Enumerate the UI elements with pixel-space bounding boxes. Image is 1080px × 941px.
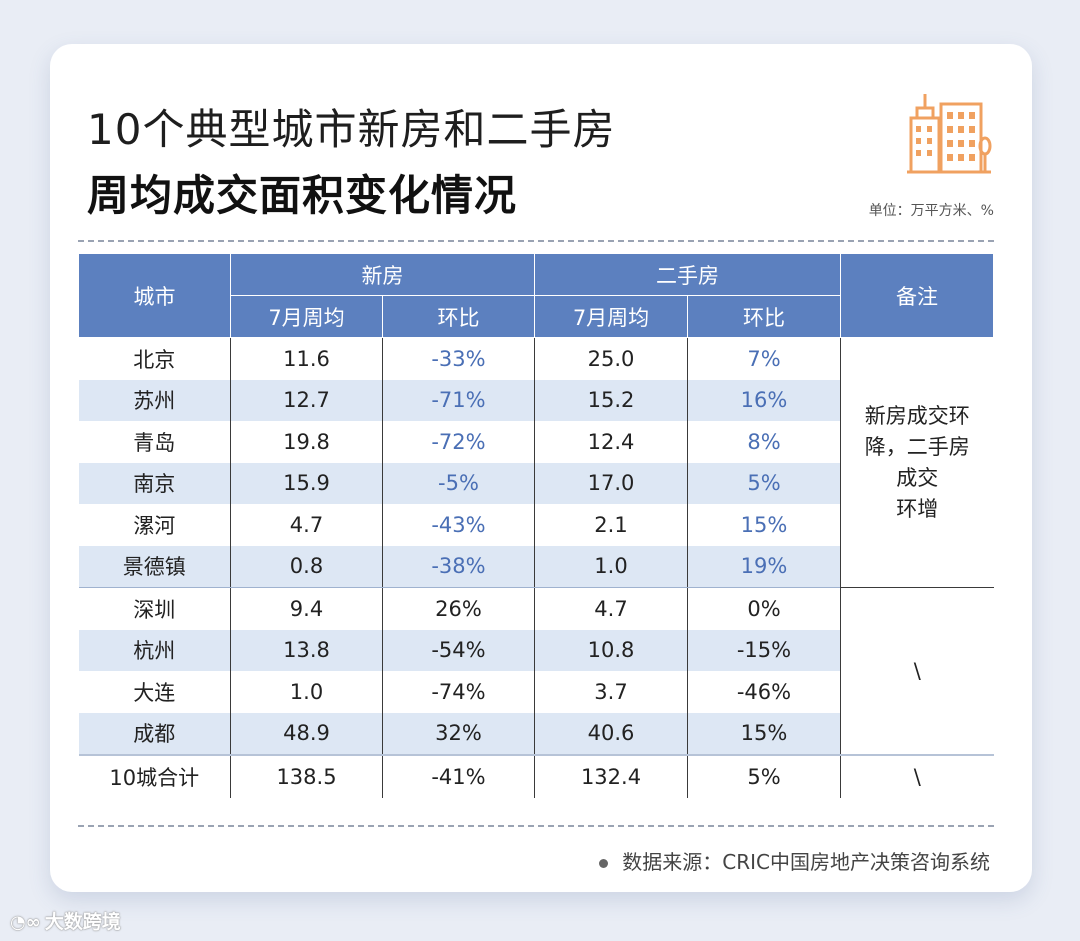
second-avg-cell: 3.7 — [534, 671, 688, 713]
header-second-weekly-avg: 7月周均 — [534, 295, 688, 338]
note-cell-total: \ — [840, 754, 994, 798]
table-row: 杭州 13.8 -54% 10.8 -15% — [78, 629, 994, 671]
new-avg-cell: 11.6 — [230, 337, 383, 380]
new-mom-cell: -38% — [382, 545, 535, 588]
brand-mark-icon: ◔∞ — [10, 912, 41, 933]
second-mom-cell: -46% — [687, 671, 841, 713]
note-cell-decline: 新房成交环 降，二手房 成交 环增 — [840, 337, 994, 588]
header-new-mom: 环比 — [382, 295, 535, 338]
second-mom-cell: 7% — [687, 337, 841, 380]
brand-logo: ◔∞ 大数跨境 — [10, 907, 121, 934]
title-line-1: 10个典型城市新房和二手房 — [87, 105, 616, 154]
header-second-hand: 二手房 — [534, 253, 841, 296]
unit-label: 单位：万平方米、% — [868, 203, 994, 219]
city-cell: 漯河 — [133, 513, 176, 538]
second-mom-cell: 5% — [687, 462, 841, 504]
second-avg-cell: 40.6 — [534, 712, 688, 755]
new-mom-cell: -33% — [382, 337, 535, 380]
note-line: 环增 — [896, 496, 939, 521]
second-avg-cell: 4.7 — [534, 587, 688, 630]
city-cell: 10城合计 — [78, 754, 231, 798]
new-mom-cell: -71% — [382, 379, 535, 421]
new-mom-cell: -54% — [382, 629, 535, 671]
second-mom-cell: 15% — [687, 504, 841, 546]
second-avg-cell: 25.0 — [534, 337, 688, 380]
table-row: 漯河 4.7 -43% 2.1 15% — [79, 504, 994, 546]
header-note: 备注 — [840, 253, 994, 338]
second-mom-cell: 19% — [687, 545, 841, 588]
city-cell: 深圳 — [133, 597, 176, 622]
note-cell-other: \ — [840, 587, 994, 755]
table-row: 南京 15.9 -5% 17.0 5% — [78, 462, 994, 504]
new-mom-cell: -72% — [382, 421, 535, 463]
new-mom-cell: -43% — [382, 504, 535, 546]
table-row: 北京 11.6 -33% 25.0 7% 新房成交环 降，二手房 成交 环增 — [79, 337, 994, 588]
second-mom-cell: 0% — [687, 587, 841, 630]
new-avg-cell: 4.7 — [230, 504, 383, 546]
second-avg-cell: 2.1 — [534, 504, 688, 546]
city-cell: 青岛 — [133, 430, 176, 455]
city-cell: 景德镇 — [78, 545, 231, 588]
divider-top — [78, 240, 994, 242]
second-mom-cell: -15% — [687, 629, 841, 671]
second-avg-cell: 17.0 — [534, 462, 688, 504]
new-mom-cell: -74% — [382, 671, 535, 713]
table-row: 成都 48.9 32% 40.6 15% — [78, 712, 994, 755]
header-new-house: 新房 — [230, 253, 535, 296]
table-row: 大连 1.0 -74% 3.7 -46% — [79, 671, 994, 713]
second-avg-cell: 10.8 — [534, 629, 688, 671]
new-avg-cell: 13.8 — [230, 629, 383, 671]
new-mom-cell: -41% — [382, 754, 535, 798]
divider-bottom — [78, 825, 994, 827]
table-row: 景德镇 0.8 -38% 1.0 19% — [78, 545, 994, 588]
new-avg-cell: 138.5 — [230, 754, 383, 798]
second-mom-cell: 15% — [687, 712, 841, 755]
total-row: 10城合计 138.5 -41% 132.4 5% \ — [78, 754, 994, 798]
new-avg-cell: 48.9 — [230, 712, 383, 755]
city-cell: 苏州 — [78, 379, 231, 421]
second-avg-cell: 12.4 — [534, 421, 688, 463]
new-avg-cell: 12.7 — [230, 379, 383, 421]
bullet-dot-icon — [599, 859, 609, 868]
new-mom-cell: 32% — [382, 712, 535, 755]
data-table: 城市 新房 二手房 备注 7月周均 环比 7月周均 环比 北京 11.6 -33… — [78, 253, 994, 798]
table-row: 青岛 19.8 -72% 12.4 8% — [79, 421, 994, 463]
source-text: 数据来源：CRIC中国房地产决策咨询系统 — [622, 850, 990, 874]
building-icon — [907, 94, 992, 174]
brand-name: 大数跨境 — [44, 911, 121, 933]
new-avg-cell: 15.9 — [230, 462, 383, 504]
header-second-mom: 环比 — [687, 295, 841, 338]
second-mom-cell: 5% — [687, 754, 841, 798]
second-mom-cell: 16% — [687, 379, 841, 421]
table-row: 深圳 9.4 26% 4.7 0% \ — [79, 587, 994, 755]
city-cell: 杭州 — [78, 629, 231, 671]
city-cell: 南京 — [78, 462, 231, 504]
note-line: 新房成交环 — [864, 403, 970, 428]
title-line-2: 周均成交面积变化情况 — [87, 171, 518, 220]
new-mom-cell: -5% — [382, 462, 535, 504]
second-avg-cell: 1.0 — [534, 545, 688, 588]
data-source: 数据来源：CRIC中国房地产决策咨询系统 — [599, 846, 990, 875]
city-cell: 大连 — [133, 680, 176, 705]
header-city: 城市 — [78, 253, 231, 338]
second-avg-cell: 132.4 — [534, 754, 688, 798]
new-avg-cell: 19.8 — [230, 421, 383, 463]
new-avg-cell: 1.0 — [230, 671, 383, 713]
second-avg-cell: 15.2 — [534, 379, 688, 421]
city-cell: 北京 — [133, 347, 176, 372]
second-mom-cell: 8% — [687, 421, 841, 463]
new-avg-cell: 0.8 — [230, 545, 383, 588]
header-new-weekly-avg: 7月周均 — [230, 295, 383, 338]
city-cell: 成都 — [78, 712, 231, 755]
note-line: 降，二手房 — [864, 434, 970, 459]
new-mom-cell: 26% — [382, 587, 535, 630]
note-line: 成交 — [896, 465, 939, 490]
new-avg-cell: 9.4 — [230, 587, 383, 630]
table-row: 苏州 12.7 -71% 15.2 16% — [78, 379, 994, 421]
